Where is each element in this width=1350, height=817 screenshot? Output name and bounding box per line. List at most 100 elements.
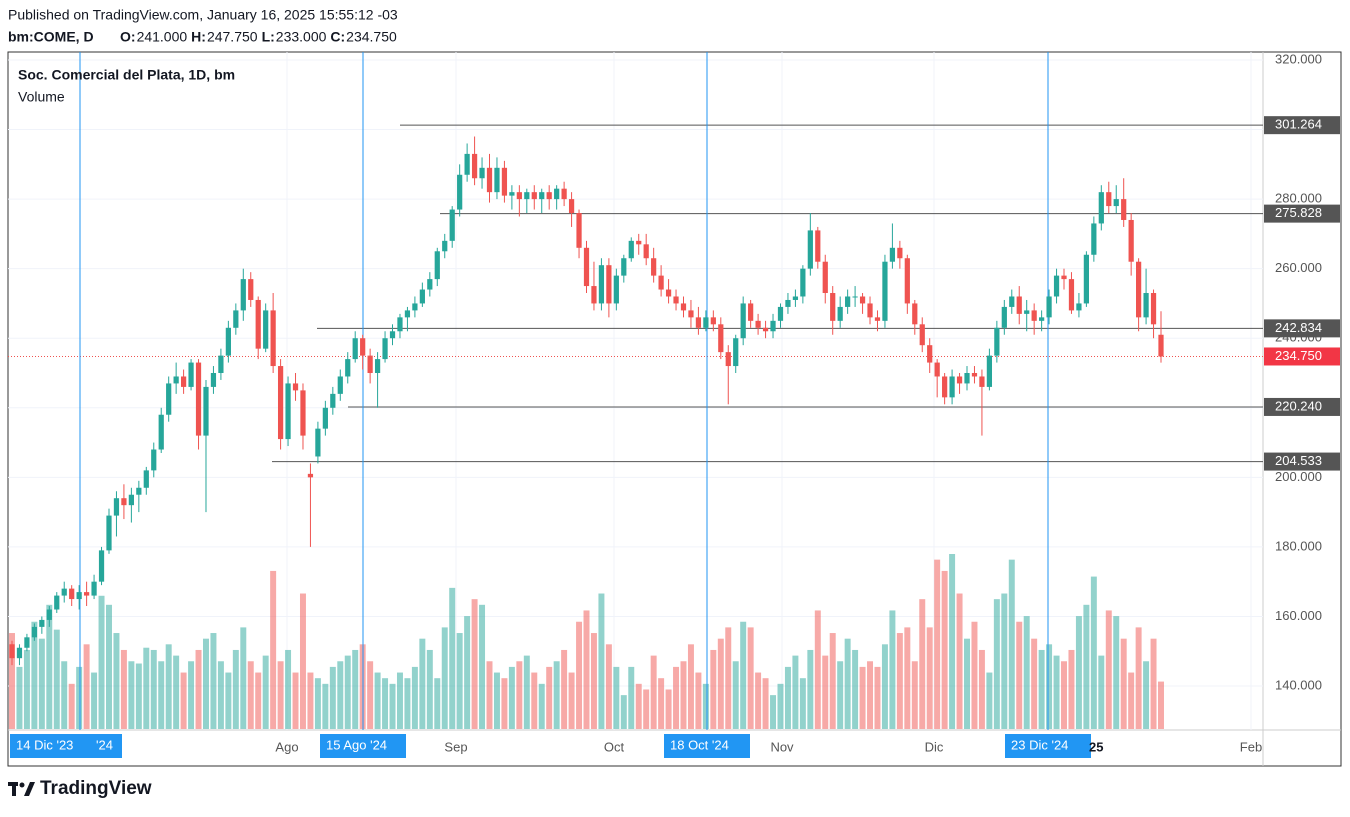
candle-body — [457, 174, 463, 210]
volume-bar — [150, 649, 157, 729]
candle-body — [292, 383, 299, 391]
volume-bar — [590, 633, 597, 729]
volume-bar — [1150, 638, 1157, 729]
candle-body — [300, 390, 306, 436]
volume-bar — [493, 672, 500, 729]
ohlc-value: 233.000 — [276, 29, 327, 45]
candle-body — [912, 303, 918, 325]
volume-bar — [867, 661, 874, 729]
candle-body — [277, 366, 284, 440]
level-tag — [1264, 319, 1340, 338]
candle-body — [1113, 199, 1119, 207]
candle-body — [1128, 219, 1134, 262]
candle-body — [360, 338, 366, 356]
x-tick-label: Feb — [1240, 739, 1262, 754]
volume-bar — [628, 666, 635, 729]
candle-body — [412, 303, 418, 311]
candle-body — [1039, 317, 1045, 321]
candle-body — [330, 393, 336, 408]
candle-body — [374, 359, 381, 374]
candle-body — [822, 261, 828, 294]
candle-body — [874, 317, 881, 321]
candle-body — [1143, 293, 1149, 318]
volume-bar — [881, 644, 888, 729]
candle-body — [136, 487, 142, 495]
ohlc-label: C: — [330, 29, 345, 45]
volume-bar — [956, 593, 963, 729]
candle-body — [531, 192, 537, 200]
volume-bar — [553, 661, 560, 729]
candle-body — [61, 588, 67, 596]
candle-body — [658, 275, 664, 290]
candle-body — [748, 303, 754, 321]
candle-body — [688, 310, 694, 318]
candle-body — [583, 247, 590, 287]
candle-body — [852, 296, 858, 298]
volume-bar — [605, 644, 612, 729]
volume-bar — [165, 644, 172, 729]
volume-bar — [38, 638, 45, 729]
candle-body — [1001, 306, 1007, 328]
volume-bar — [792, 655, 799, 729]
volume-bar — [441, 627, 448, 729]
volume-bar — [1061, 661, 1067, 729]
y-tick-label: 180.000 — [1275, 538, 1322, 553]
ohlc-value: 241.000 — [137, 29, 188, 45]
marker-tag — [1005, 734, 1091, 758]
volume-bar — [971, 621, 978, 729]
candle-body — [91, 581, 97, 596]
volume-bar — [1143, 661, 1150, 729]
candle-body — [956, 376, 963, 384]
marker-tag — [320, 734, 406, 758]
volume-bar — [225, 672, 232, 729]
y-tick-label: 320.000 — [1275, 51, 1322, 66]
volume-bar — [673, 666, 680, 729]
candle-body — [546, 192, 552, 200]
volume-bar — [964, 638, 970, 729]
ohlc-value: 247.750 — [207, 29, 258, 45]
volume-bar — [143, 647, 150, 729]
candle-body — [986, 355, 993, 387]
marker-label: 14 Dic '23 — [16, 737, 73, 752]
volume-bar — [471, 599, 478, 729]
level-tag — [1264, 204, 1340, 223]
volume-bar — [807, 649, 814, 729]
volume-bar — [538, 683, 545, 729]
volume-bar — [755, 672, 762, 729]
volume-bar — [598, 593, 605, 729]
volume-bar — [292, 672, 299, 729]
volume-bar — [337, 661, 344, 729]
candle-body — [636, 240, 642, 245]
candle-body — [1024, 310, 1030, 314]
candle-body — [367, 355, 373, 374]
marker-tag — [664, 734, 750, 758]
volume-bar — [1053, 655, 1060, 729]
volume-bar — [561, 649, 568, 729]
volume-bar — [456, 633, 463, 729]
volume-bar — [665, 689, 672, 729]
x-tick-label: Oct — [604, 739, 625, 754]
volume-bar — [702, 683, 709, 729]
partial-label: 25 — [1089, 739, 1103, 754]
volume-bar — [404, 678, 411, 729]
candle-body — [942, 376, 948, 398]
partial-label: '24 — [96, 737, 113, 752]
x-tick-label: Sep — [444, 739, 467, 754]
candle-body — [755, 320, 761, 328]
candle-body — [740, 303, 746, 339]
volume-bar — [568, 672, 575, 729]
volume-bar — [501, 678, 508, 729]
candle-body — [434, 251, 440, 280]
volume-bar — [188, 661, 195, 729]
level-tag — [1264, 116, 1340, 135]
volume-bar — [896, 633, 903, 729]
volume-bar — [919, 599, 926, 729]
candle-body — [628, 240, 634, 259]
volume-bar — [829, 633, 836, 729]
volume-bar — [389, 683, 396, 729]
candle-body — [180, 376, 187, 387]
candle-body — [1061, 275, 1067, 280]
candle-body — [255, 299, 261, 349]
candle-body — [576, 213, 582, 248]
volume-bar — [1083, 604, 1090, 729]
